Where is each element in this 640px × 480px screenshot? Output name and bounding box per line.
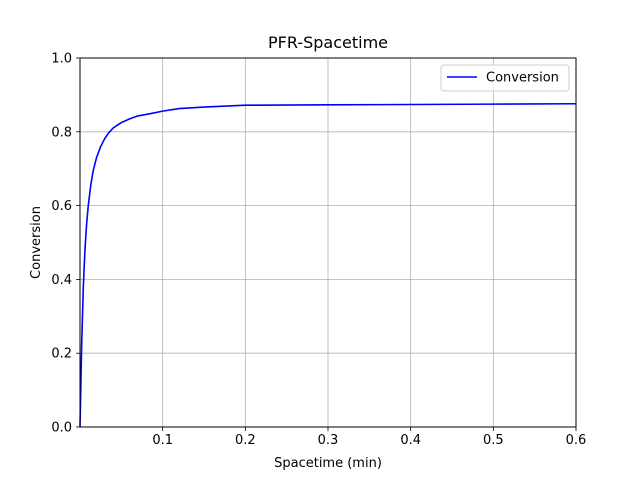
y-tick-label: 0.8: [51, 125, 72, 140]
x-tick-label: 0.5: [483, 433, 504, 448]
x-tick-label: 0.1: [152, 433, 173, 448]
x-axis: 0.1 0.2 0.3 0.4 0.5 0.6: [152, 427, 586, 448]
y-tick-label: 0.2: [51, 347, 72, 362]
y-tick-label: 0.4: [51, 273, 72, 288]
legend-label: Conversion: [486, 71, 559, 86]
y-tick-label: 0.6: [51, 199, 72, 214]
y-tick-label: 0.0: [51, 421, 72, 436]
x-tick-label: 0.3: [318, 433, 339, 448]
x-tick-label: 0.6: [566, 433, 587, 448]
legend: Conversion: [440, 64, 570, 92]
x-tick-label: 0.4: [400, 433, 421, 448]
y-axis-label: Conversion: [29, 206, 44, 279]
x-tick-label: 0.2: [235, 433, 256, 448]
chart-title: PFR-Spacetime: [268, 33, 388, 52]
y-tick-label: 1.0: [51, 52, 72, 67]
legend-box: [440, 64, 570, 92]
series-line-conversion: [79, 102, 577, 428]
x-axis-label: Spacetime (min): [274, 456, 382, 471]
series-lines: [79, 102, 577, 428]
y-axis: 0.0 0.2 0.4 0.6 0.8 1.0: [51, 52, 80, 436]
